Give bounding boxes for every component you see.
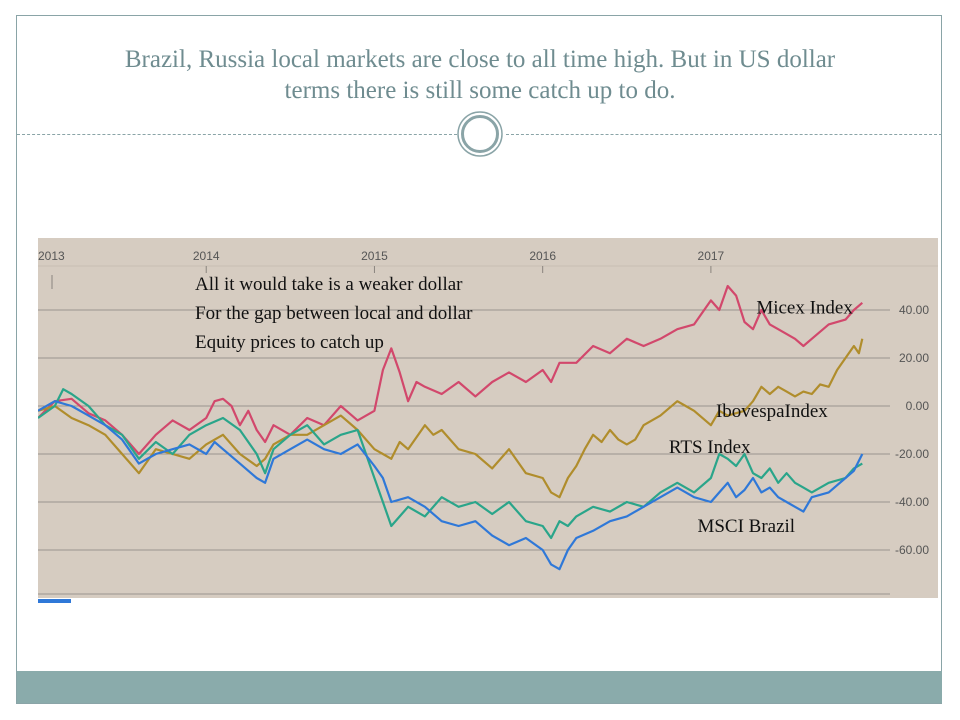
slide-title: Brazil, Russia local markets are close t… bbox=[40, 44, 920, 106]
annotation-line-2: For the gap between local and dollar bbox=[195, 303, 473, 324]
chart-scroll-marker bbox=[38, 599, 71, 603]
slide-frame bbox=[16, 15, 942, 704]
x-tick-label: 2013 bbox=[38, 249, 65, 263]
x-tick-label: 2017 bbox=[698, 249, 725, 263]
series-label-rts-index: RTS Index bbox=[669, 437, 751, 458]
y-tick-label: -60.00 bbox=[895, 543, 929, 557]
series-label-msci-brazil: MSCI Brazil bbox=[697, 516, 795, 537]
series-line-rts-index bbox=[38, 388, 863, 540]
series-label-ibovespaindex: IbovespaIndex bbox=[716, 401, 828, 422]
annotation-line-1: All it would take is a weaker dollar bbox=[195, 274, 463, 295]
y-tick-label: 20.00 bbox=[899, 351, 929, 365]
slide-title-line-1: Brazil, Russia local markets are close t… bbox=[124, 46, 836, 73]
chart-container: 2013 2014 2015 2016 2017 40.00 20.00 0.00 -20.0… bbox=[38, 238, 938, 605]
slide-title-line-2: terms there is still some catch up to do… bbox=[284, 77, 676, 104]
series-label-micex-index: Micex Index bbox=[756, 298, 853, 319]
chart-background bbox=[38, 238, 938, 605]
title-divider-right bbox=[506, 134, 942, 135]
chart-bottom-strip bbox=[38, 598, 938, 605]
annotation-line-3: Equity prices to catch up bbox=[195, 332, 384, 353]
series-line-msci-brazil bbox=[38, 400, 864, 571]
footer-band bbox=[17, 671, 942, 703]
title-divider-left bbox=[17, 134, 457, 135]
series-line-micex-index bbox=[38, 284, 864, 456]
y-tick-label: 40.00 bbox=[899, 303, 929, 317]
y-tick-label: -20.00 bbox=[895, 447, 929, 461]
x-tick-label: 2015 bbox=[361, 249, 388, 263]
x-tick-label: 2014 bbox=[193, 249, 220, 263]
y-tick-label: -40.00 bbox=[895, 495, 929, 509]
y-tick-label: 0.00 bbox=[906, 399, 930, 413]
series-line-ibovespaindex bbox=[38, 338, 864, 499]
divider-circle-ornament bbox=[457, 111, 503, 157]
x-tick-label: 2016 bbox=[529, 249, 556, 263]
line-chart: 2013 2014 2015 2016 2017 40.00 20.00 0.00 -20.0… bbox=[38, 238, 938, 605]
